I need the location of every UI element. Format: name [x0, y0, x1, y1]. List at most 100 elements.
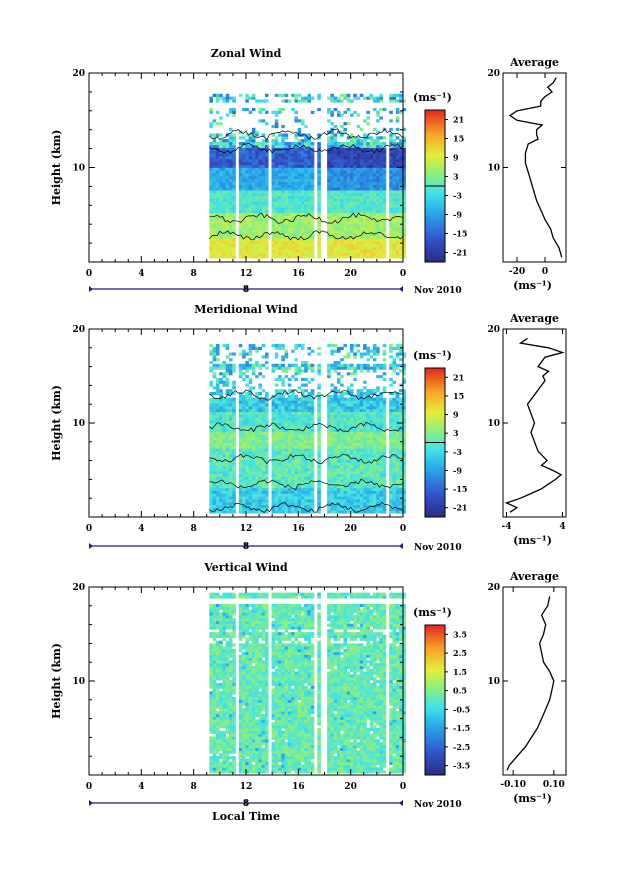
- data-cell: [317, 425, 321, 429]
- data-cell: [294, 377, 298, 381]
- data-cell: [327, 246, 331, 251]
- data-cell: [271, 221, 276, 225]
- data-cell: [274, 207, 279, 211]
- data-cell: [300, 161, 305, 165]
- data-cell: [372, 428, 377, 432]
- data-cell: [350, 173, 354, 177]
- data-cell: [307, 227, 312, 231]
- data-cell: [317, 363, 321, 367]
- data-cell: [287, 499, 292, 503]
- data-cell: [242, 193, 246, 197]
- data-cell: [317, 227, 321, 231]
- data-cell: [284, 164, 289, 168]
- data-cell: [340, 99, 344, 103]
- data-cell: [212, 442, 217, 446]
- data-cell: [333, 485, 338, 489]
- data-cell: [209, 238, 213, 242]
- data-cell: [238, 479, 243, 483]
- data-cell: [219, 212, 223, 216]
- data-cell: [222, 380, 227, 384]
- data-cell: [336, 437, 341, 441]
- data-cell: [284, 375, 289, 379]
- data-cell: [359, 442, 364, 446]
- data-cell: [389, 150, 393, 154]
- data-cell: [300, 490, 305, 494]
- data-cell: [232, 391, 236, 396]
- data-cell: [353, 439, 357, 444]
- data-cell: [287, 235, 292, 239]
- data-cell: [307, 147, 312, 151]
- data-cell: [310, 232, 315, 236]
- data-cell: [333, 252, 338, 256]
- data-cell: [274, 510, 279, 514]
- data-cell: [228, 439, 233, 444]
- data-cell: [225, 184, 230, 188]
- data-cell: [336, 212, 341, 216]
- data-cell: [284, 473, 289, 477]
- data-cell: [222, 241, 227, 245]
- data-cell: [317, 161, 321, 165]
- data-cell: [222, 501, 227, 506]
- data-cell: [310, 141, 315, 146]
- data-cell: [258, 204, 262, 208]
- data-cell: [291, 403, 295, 407]
- data-cell: [300, 246, 305, 251]
- data-cell: [392, 232, 397, 236]
- data-cell: [228, 445, 233, 449]
- data-cell: [228, 207, 233, 211]
- data-cell: [300, 442, 305, 446]
- data-cell: [327, 485, 331, 489]
- data-cell: [379, 227, 384, 231]
- data-cell: [330, 141, 334, 146]
- data-cell: [379, 235, 384, 239]
- data-cell: [274, 122, 279, 126]
- data-cell: [278, 141, 282, 146]
- data-cell: [372, 201, 377, 205]
- data-cell: [300, 417, 305, 421]
- data-cell: [330, 241, 334, 245]
- data-cell: [245, 507, 249, 511]
- data-cell: [251, 411, 256, 415]
- data-cell: [212, 501, 217, 506]
- data-cell: [297, 193, 302, 197]
- data-cell: [251, 403, 256, 407]
- data-cell: [297, 439, 302, 444]
- data-cell: [392, 221, 397, 225]
- data-cell: [359, 476, 364, 480]
- data-cell: [366, 235, 370, 239]
- data-cell: [310, 451, 315, 455]
- data-cell: [245, 184, 249, 188]
- data-cell: [261, 403, 266, 407]
- data-cell: [310, 473, 315, 477]
- data-cell: [215, 428, 220, 432]
- data-cell: [336, 235, 341, 239]
- data-cell: [356, 178, 361, 182]
- data-cell: [330, 411, 334, 415]
- data-cell: [261, 176, 266, 180]
- data-cell: [281, 173, 285, 177]
- data-cell: [264, 153, 269, 157]
- data-cell: [356, 210, 361, 214]
- data-cell: [366, 147, 370, 151]
- data-cell: [281, 470, 285, 475]
- data-cell: [248, 423, 253, 427]
- data-cell: [238, 437, 243, 441]
- data-cell: [350, 454, 354, 458]
- data-cell: [336, 423, 341, 427]
- data-cell: [245, 167, 249, 171]
- contour-line: [209, 128, 404, 141]
- data-cell: [346, 465, 351, 469]
- colorbar-tick-label: 15: [453, 134, 464, 144]
- data-cell: [255, 417, 259, 421]
- data-cell: [330, 212, 334, 216]
- data-cell: [294, 423, 298, 427]
- data-cell: [389, 193, 393, 197]
- data-cell: [310, 493, 315, 497]
- data-cell: [379, 224, 384, 228]
- data-cell: [242, 210, 246, 214]
- data-cell: [343, 476, 348, 480]
- data-cell: [369, 425, 374, 429]
- data-cell: [245, 161, 249, 165]
- data-cell: [228, 431, 233, 435]
- data-cell: [307, 380, 312, 384]
